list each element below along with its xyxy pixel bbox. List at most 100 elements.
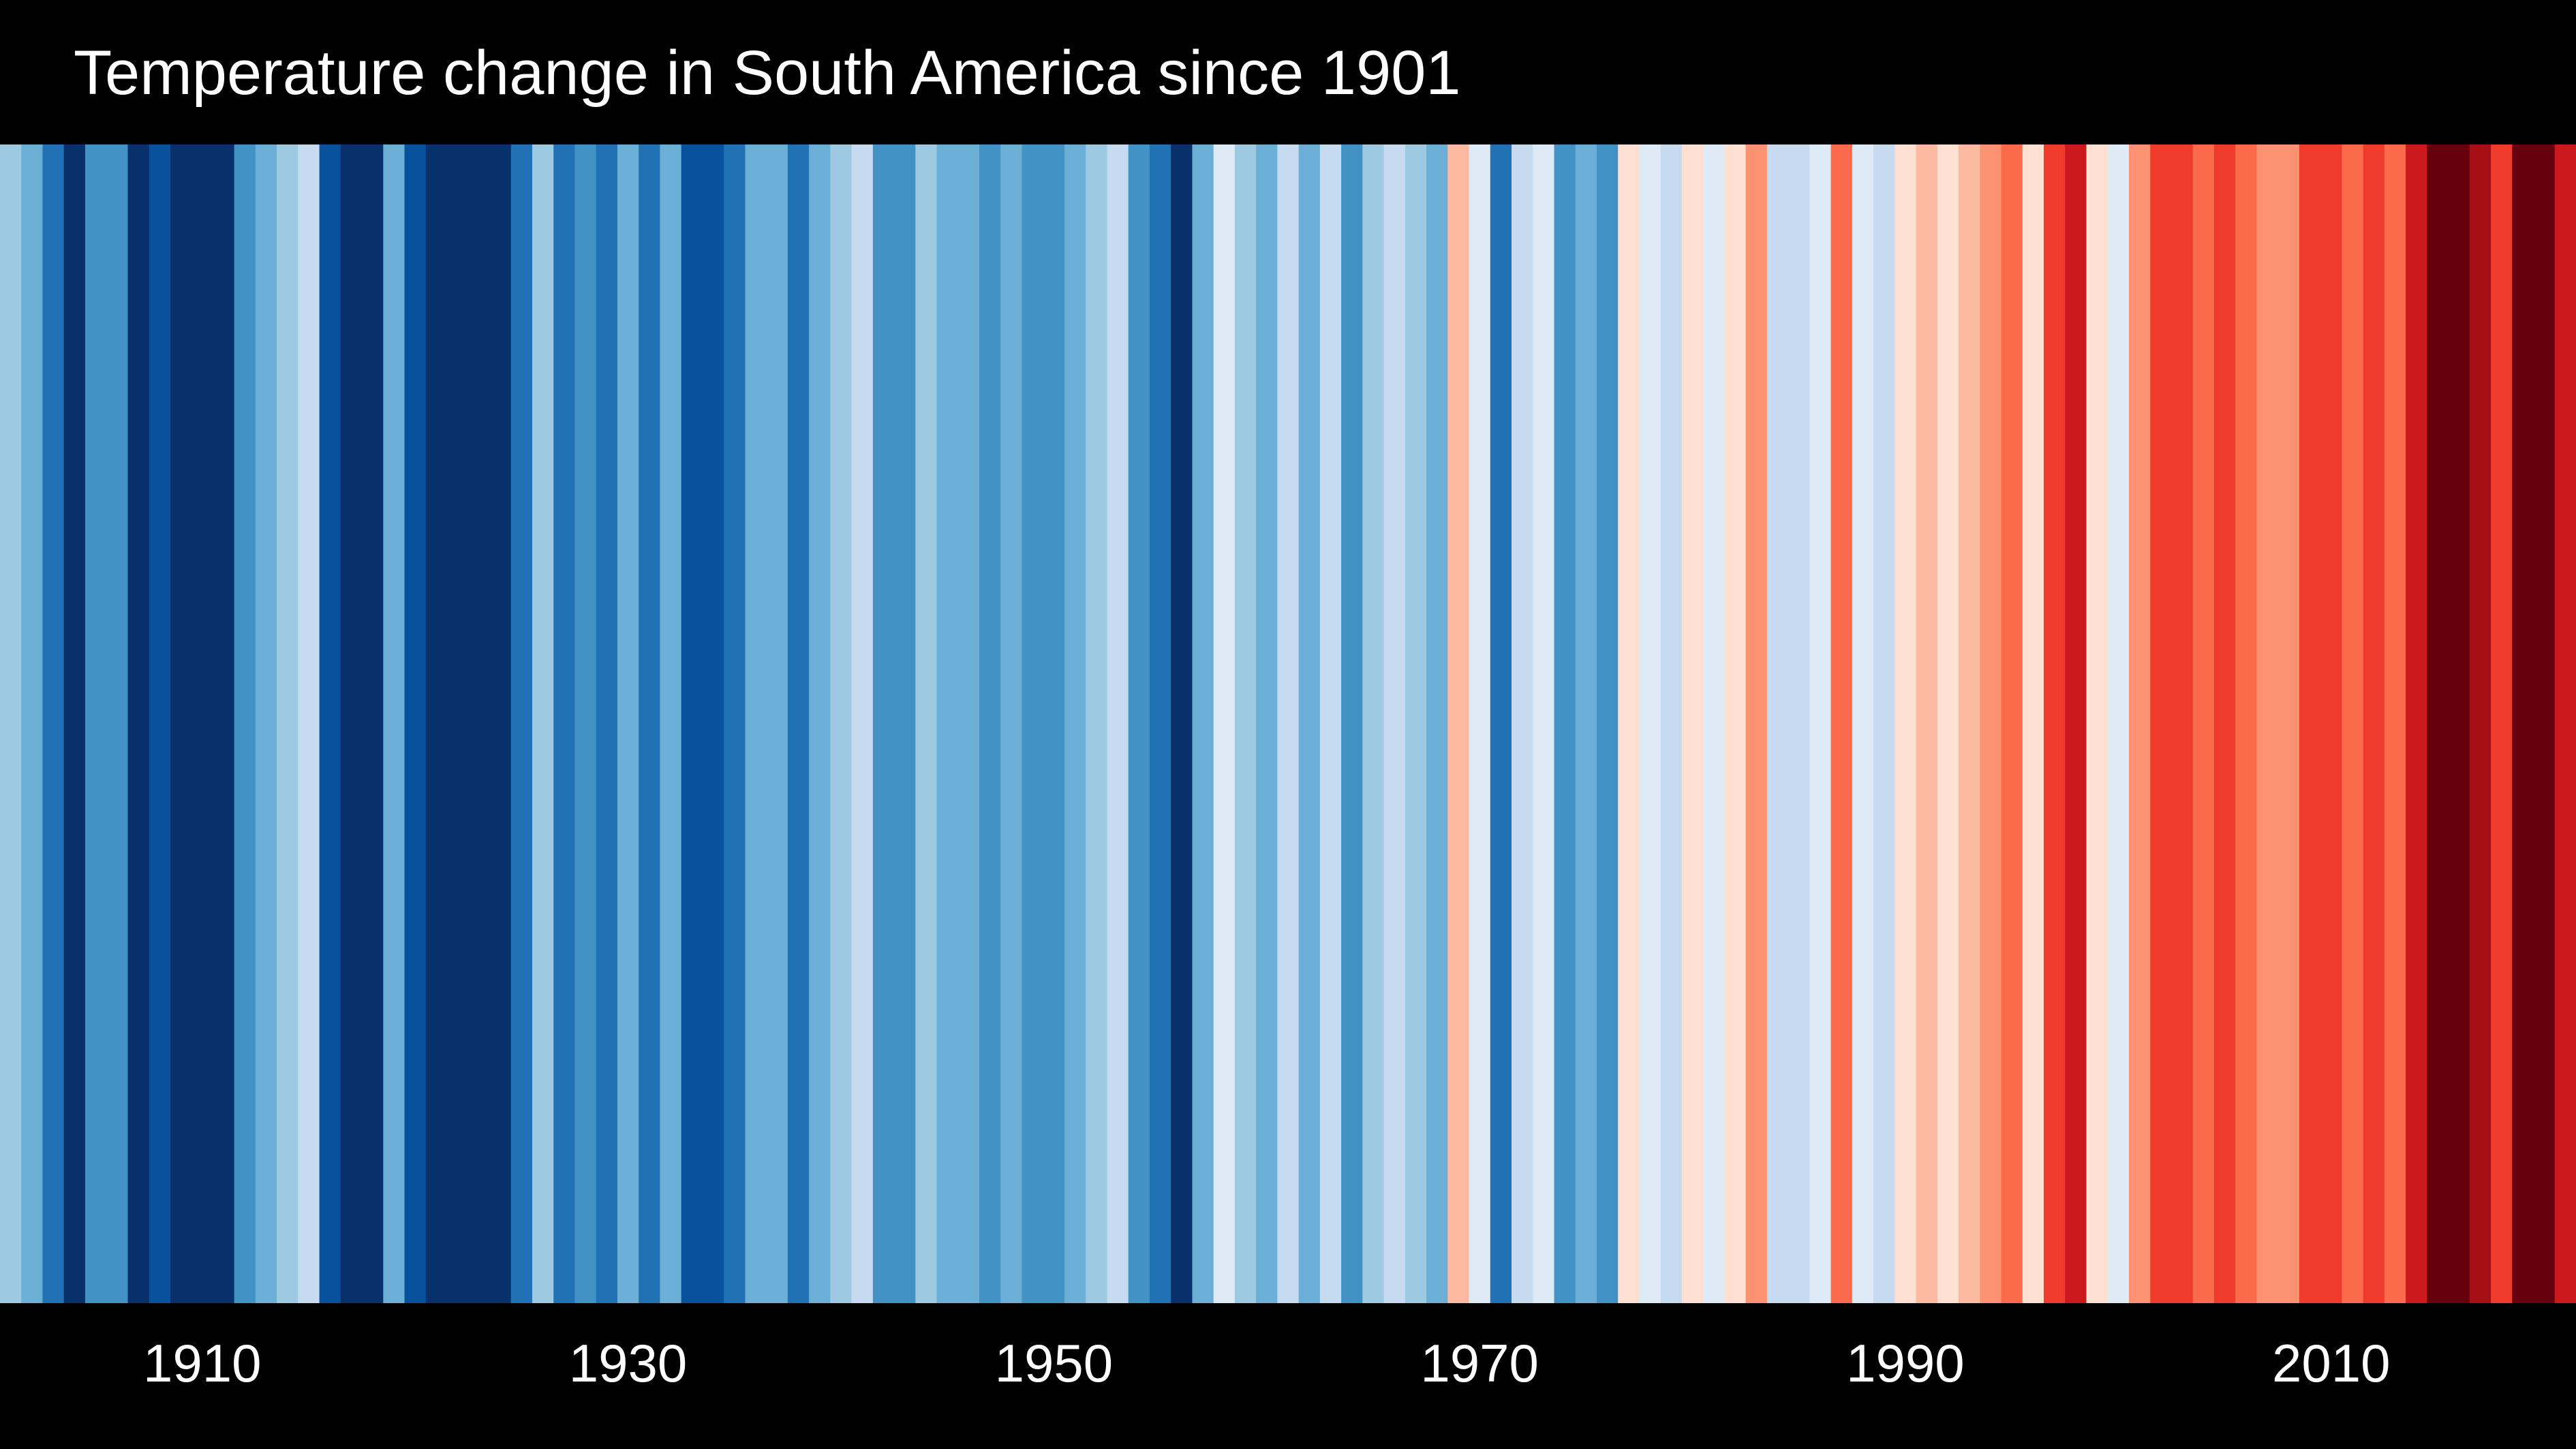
stripe-1977 [1618,144,1640,1303]
stripe-2021 [2554,144,2576,1303]
x-tick-label: 1930 [568,1333,688,1393]
stripe-1932 [660,144,682,1303]
stripe-1973 [1533,144,1555,1303]
stripe-1917 [340,144,363,1303]
stripe-1916 [319,144,341,1303]
stripe-1957 [1192,144,1214,1303]
stripe-1958 [1213,144,1236,1303]
stripe-1969 [1447,144,1470,1303]
stripe-1937 [766,144,788,1303]
stripe-1947 [979,144,1001,1303]
stripe-1925 [510,144,533,1303]
stripe-1985 [1788,144,1810,1303]
stripe-1921 [425,144,448,1303]
stripe-1950 [1043,144,1065,1303]
stripe-1946 [957,144,980,1303]
stripe-2017 [2469,144,2491,1303]
stripe-1927 [553,144,576,1303]
stripe-1923 [468,144,491,1303]
stripe-1933 [681,144,703,1303]
stripe-1986 [1809,144,1832,1303]
stripe-1968 [1426,144,1448,1303]
x-tick-label: 1910 [143,1333,262,1393]
stripe-2002 [2150,144,2173,1303]
stripe-1949 [1022,144,1044,1303]
warming-stripes [0,144,2576,1303]
stripe-1990 [1895,144,1917,1303]
stripe-1960 [1256,144,1278,1303]
stripe-1979 [1660,144,1683,1303]
stripe-1910 [191,144,213,1303]
stripe-1971 [1490,144,1512,1303]
stripe-2008 [2278,144,2300,1303]
stripe-1978 [1639,144,1661,1303]
stripe-1911 [213,144,235,1303]
stripe-1939 [809,144,831,1303]
stripe-2015 [2427,144,2449,1303]
stripe-1999 [2086,144,2109,1303]
stripe-1926 [532,144,554,1303]
stripe-1914 [277,144,298,1303]
stripe-1988 [1852,144,1874,1303]
stripe-1948 [1000,144,1023,1303]
stripe-2012 [2363,144,2385,1303]
stripe-1953 [1107,144,1129,1303]
stripe-1929 [596,144,618,1303]
stripe-1944 [915,144,938,1303]
stripe-1984 [1766,144,1789,1303]
stripe-1901 [0,144,22,1303]
stripe-2010 [2320,144,2342,1303]
stripe-1997 [2044,144,2066,1303]
stripe-2019 [2512,144,2534,1303]
stripe-1980 [1681,144,1704,1303]
stripe-1991 [1916,144,1938,1303]
stripe-1966 [1383,144,1406,1303]
stripe-2001 [2128,144,2151,1303]
stripe-1941 [851,144,874,1303]
stripe-1956 [1171,144,1193,1303]
stripe-1928 [574,144,597,1303]
stripe-1935 [724,144,746,1303]
stripe-1902 [21,144,44,1303]
stripe-1912 [234,144,256,1303]
stripe-1981 [1703,144,1726,1303]
x-tick-label: 1950 [994,1333,1114,1393]
x-axis-ticks: 1910 1930 1950 1970 1990 2010 [0,1329,2576,1404]
stripe-1936 [745,144,767,1303]
stripe-1965 [1362,144,1385,1303]
stripe-1951 [1064,144,1086,1303]
stripe-1940 [830,144,853,1303]
stripe-1974 [1554,144,1576,1303]
stripe-1934 [702,144,724,1303]
stripe-1915 [298,144,320,1303]
stripe-1959 [1234,144,1257,1303]
stripe-1993 [1959,144,1980,1303]
stripe-1909 [170,144,192,1303]
stripe-1924 [489,144,512,1303]
stripe-1913 [255,144,277,1303]
stripe-1962 [1298,144,1321,1303]
stripe-1943 [894,144,916,1303]
stripe-1992 [1937,144,1959,1303]
stripe-1996 [2022,144,2044,1303]
stripe-1972 [1512,144,1533,1303]
stripe-1975 [1575,144,1597,1303]
stripe-1952 [1086,144,1108,1303]
stripe-1982 [1724,144,1747,1303]
stripe-2018 [2491,144,2513,1303]
stripe-1989 [1873,144,1895,1303]
stripe-1998 [2065,144,2087,1303]
stripe-1963 [1319,144,1342,1303]
x-tick-label: 1990 [1846,1333,1965,1393]
stripe-2011 [2342,144,2364,1303]
stripe-1907 [127,144,150,1303]
chart-title: Temperature change in South America sinc… [74,38,1461,108]
stripe-2005 [2213,144,2236,1303]
stripe-2013 [2384,144,2406,1303]
stripe-1955 [1149,144,1171,1303]
x-tick-label: 1970 [1420,1333,1539,1393]
stripe-1904 [63,144,86,1303]
stripe-1908 [149,144,171,1303]
stripe-1967 [1405,144,1427,1303]
stripe-1905 [85,144,107,1303]
